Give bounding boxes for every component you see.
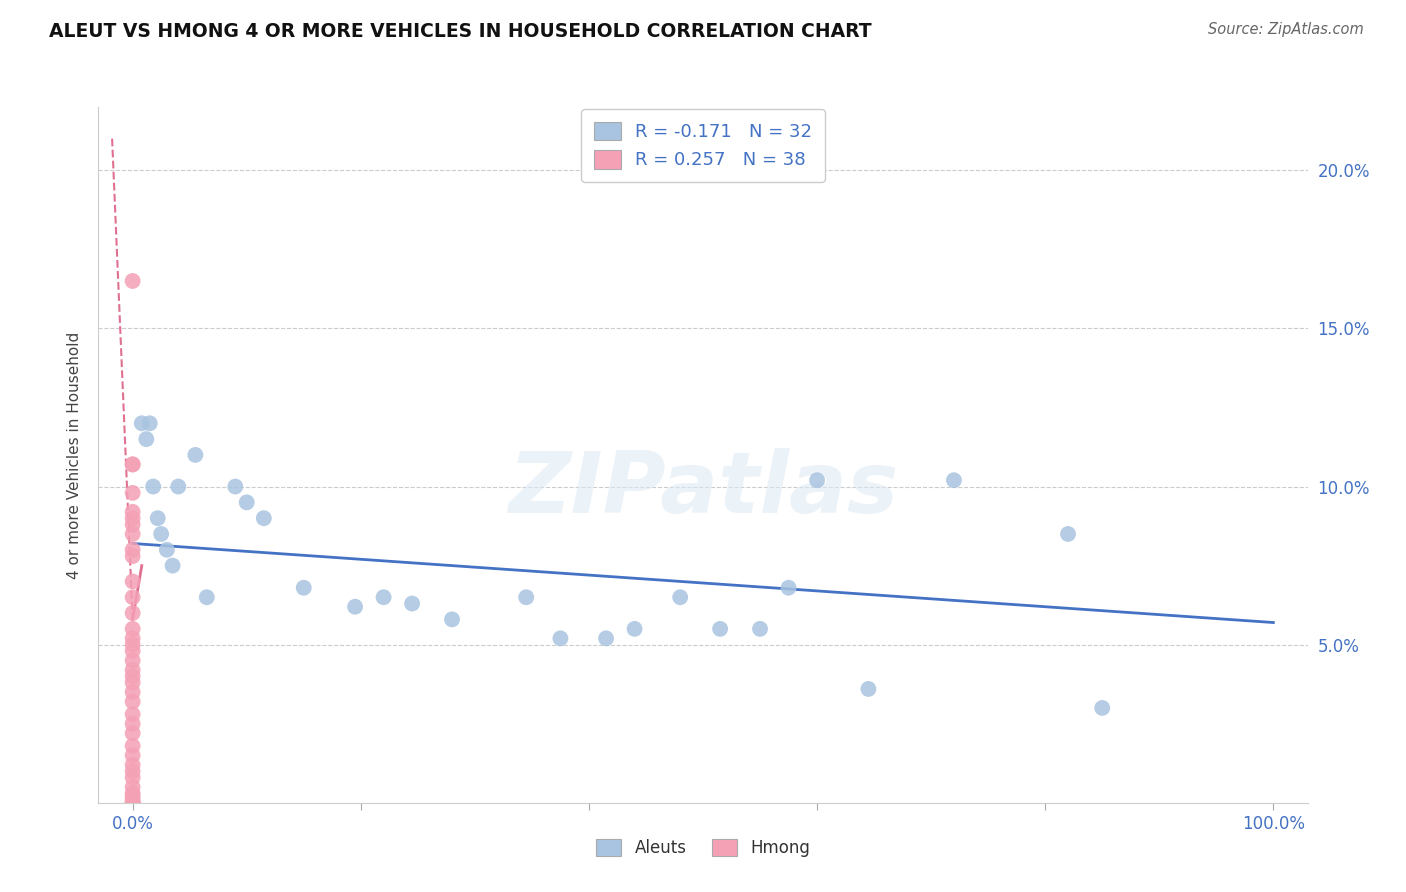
Legend: Aleuts, Hmong: Aleuts, Hmong xyxy=(589,832,817,864)
Point xyxy=(858,681,880,696)
Point xyxy=(121,789,143,804)
Text: ZIPatlas: ZIPatlas xyxy=(508,448,898,532)
Point xyxy=(121,764,143,779)
Point xyxy=(156,542,179,557)
Point xyxy=(121,549,143,563)
Point xyxy=(121,638,143,652)
Point xyxy=(195,591,218,605)
Point xyxy=(121,632,143,646)
Point xyxy=(121,542,143,557)
Point xyxy=(162,558,184,573)
Point xyxy=(121,663,143,677)
Point xyxy=(224,479,246,493)
Point xyxy=(292,581,315,595)
Point xyxy=(121,771,143,785)
Point xyxy=(623,622,645,636)
Point xyxy=(150,527,173,541)
Point xyxy=(121,685,143,699)
Point xyxy=(373,591,395,605)
Point xyxy=(121,591,143,605)
Point xyxy=(121,574,143,589)
Text: Source: ZipAtlas.com: Source: ZipAtlas.com xyxy=(1208,22,1364,37)
Point xyxy=(121,796,143,810)
Point xyxy=(121,505,143,519)
Point xyxy=(121,695,143,709)
Point xyxy=(253,511,276,525)
Point xyxy=(1091,701,1114,715)
Point xyxy=(595,632,617,646)
Point xyxy=(778,581,800,595)
Point xyxy=(121,527,143,541)
Point xyxy=(121,796,143,810)
Point xyxy=(146,511,169,525)
Point xyxy=(515,591,537,605)
Point xyxy=(121,606,143,620)
Point xyxy=(942,473,965,487)
Point xyxy=(235,495,257,509)
Point xyxy=(142,479,165,493)
Text: ALEUT VS HMONG 4 OR MORE VEHICLES IN HOUSEHOLD CORRELATION CHART: ALEUT VS HMONG 4 OR MORE VEHICLES IN HOU… xyxy=(49,22,872,41)
Point xyxy=(121,707,143,722)
Point xyxy=(135,432,157,446)
Y-axis label: 4 or more Vehicles in Household: 4 or more Vehicles in Household xyxy=(66,331,82,579)
Point xyxy=(550,632,572,646)
Point xyxy=(121,675,143,690)
Point xyxy=(121,669,143,683)
Point xyxy=(121,274,143,288)
Point xyxy=(121,786,143,800)
Point xyxy=(121,757,143,772)
Point xyxy=(401,597,423,611)
Point xyxy=(441,612,464,626)
Point xyxy=(121,726,143,740)
Point xyxy=(121,517,143,532)
Point xyxy=(121,486,143,500)
Point xyxy=(167,479,190,493)
Point xyxy=(121,716,143,731)
Point xyxy=(121,622,143,636)
Point xyxy=(121,458,143,472)
Point xyxy=(131,417,153,431)
Point xyxy=(344,599,367,614)
Point xyxy=(121,644,143,658)
Point xyxy=(121,792,143,806)
Point xyxy=(1057,527,1080,541)
Point xyxy=(121,780,143,794)
Point xyxy=(121,739,143,753)
Point xyxy=(709,622,731,636)
Point xyxy=(121,653,143,667)
Point xyxy=(139,417,162,431)
Point xyxy=(184,448,207,462)
Point xyxy=(121,748,143,763)
Point xyxy=(669,591,692,605)
Point xyxy=(121,458,143,472)
Point xyxy=(749,622,772,636)
Point xyxy=(121,796,143,810)
Point xyxy=(806,473,828,487)
Point xyxy=(121,511,143,525)
